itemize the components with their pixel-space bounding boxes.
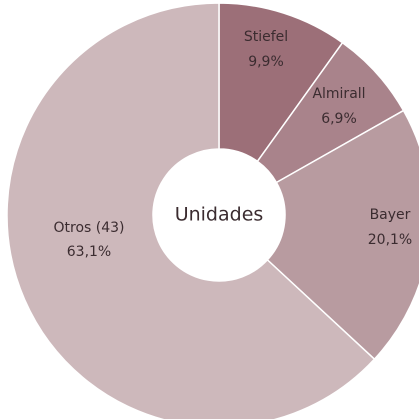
- slice-label: Otros (43): [53, 220, 124, 236]
- donut-slice: [266, 109, 419, 361]
- slice-value-label: 20,1%: [368, 232, 412, 248]
- slice-label: Almirall: [312, 86, 365, 102]
- donut-slice: [6, 2, 376, 419]
- slice-label: Stiefel: [244, 29, 288, 45]
- center-label: Unidades: [175, 204, 264, 226]
- slice-value-label: 9,9%: [248, 54, 284, 70]
- slice-value-label: 63,1%: [67, 244, 111, 260]
- slice-label: Bayer: [370, 207, 411, 223]
- slice-value-label: 6,9%: [321, 111, 357, 127]
